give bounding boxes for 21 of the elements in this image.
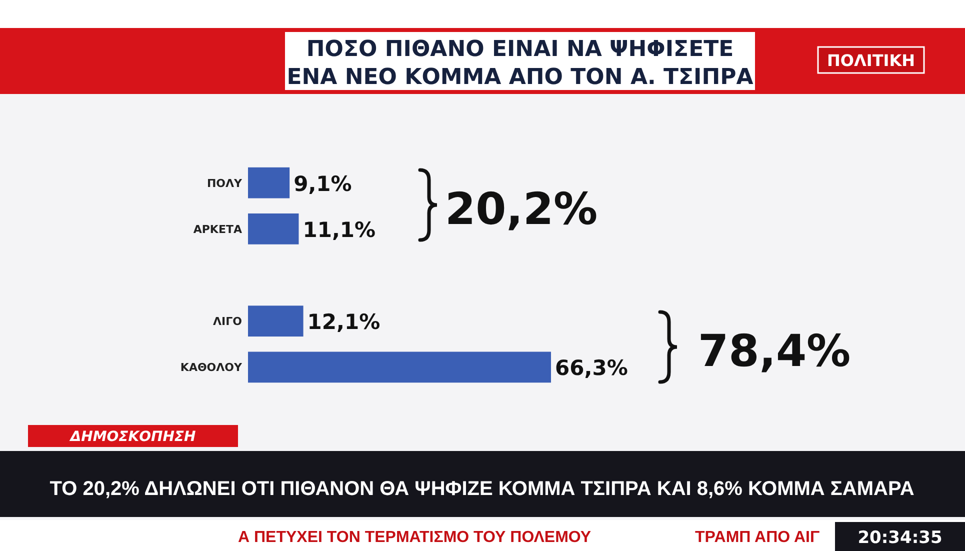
- y-tick-label: ΠΟΛΥ: [206, 176, 244, 190]
- y-tick-label: ΑΡΚΕΤΑ: [193, 222, 242, 236]
- annotation: 20,2%: [445, 184, 598, 235]
- bar: [248, 306, 304, 337]
- text: ΠΟΛΙΤΙΚΗ: [827, 51, 915, 70]
- y-tick-label: ΛΙΓΟ: [213, 315, 242, 328]
- chart-title: ΠΟΣΟ ΠΙΘΑΝΟ ΕΙΝΑΙ ΝΑ ΨΗΦΙΣΕΤΕ ΕΝΑ ΝΕΟ ΚΟΜΜΑ ΑΠΟ ΤΟΝ Α. ΤΣΙΠΡΑ: [286, 37, 754, 90]
- text: Α ΠΕΤΥΧΕΙ ΤΟΝ ΤΕΡΜΑΤΙΣΜΟ ΤΟΥ ΠΟΛΕΜΟΥ: [238, 529, 592, 546]
- bar: [248, 213, 299, 244]
- data-label: 66,3%: [555, 356, 628, 380]
- y-tick-label: ΚΑΘΟΛΟΥ: [180, 361, 244, 374]
- data-label: 9,1%: [294, 172, 352, 196]
- bar: [248, 167, 290, 198]
- text: 78,4%: [698, 326, 851, 377]
- text: ΤΡΑΜΠ ΑΠΟ ΑΙΓ: [695, 529, 820, 546]
- data-label: 12,1%: [307, 310, 380, 334]
- text: ΔΗΜΟΣΚΟΠΗΣΗ: [69, 429, 196, 445]
- text: 20:34:35: [858, 528, 942, 548]
- data-label: 11,1%: [302, 218, 376, 242]
- text: ΤΟ 20,2% ΔΗΛΩΝΕΙ ΟΤΙ ΠΙΘΑΝΟΝ ΘΑ ΨΗΦΙΖΕ ΚΟΜΜΑ ΤΣΙΠΡΑ ΚΑΙ 8,6% ΚΟΜΜΑ ΣΑΜΑΡΑ: [50, 478, 914, 500]
- bar: [248, 352, 551, 383]
